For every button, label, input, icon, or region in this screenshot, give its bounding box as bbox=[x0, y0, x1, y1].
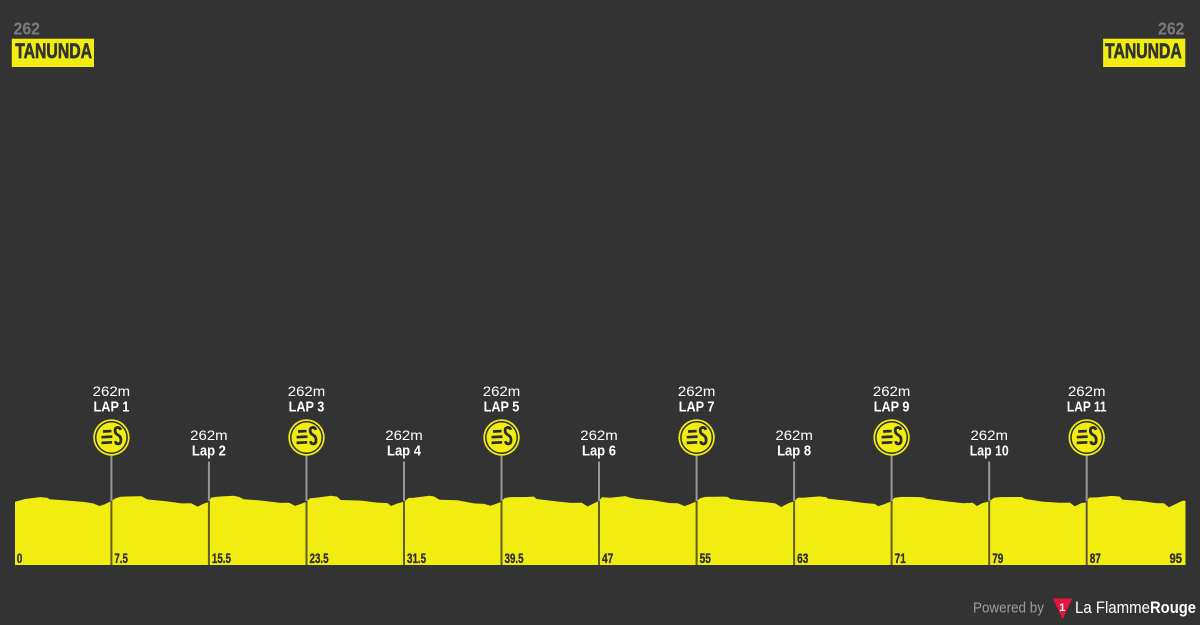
svg-text:262m: 262m bbox=[190, 428, 227, 443]
svg-text:31.5: 31.5 bbox=[407, 550, 426, 566]
svg-text:262m: 262m bbox=[483, 385, 520, 400]
svg-text:79: 79 bbox=[992, 550, 1003, 566]
svg-text:LAP 3: LAP 3 bbox=[289, 399, 325, 415]
svg-text:LAP 5: LAP 5 bbox=[484, 399, 520, 415]
svg-text:55: 55 bbox=[700, 550, 711, 566]
svg-text:262m: 262m bbox=[1068, 385, 1105, 400]
svg-text:262: 262 bbox=[1158, 19, 1184, 39]
svg-text:Lap 10: Lap 10 bbox=[970, 443, 1009, 459]
svg-text:7.5: 7.5 bbox=[114, 550, 128, 566]
svg-text:262m: 262m bbox=[678, 385, 715, 400]
svg-text:Lap 2: Lap 2 bbox=[192, 443, 226, 459]
svg-text:71: 71 bbox=[895, 550, 906, 566]
svg-text:23.5: 23.5 bbox=[310, 550, 329, 566]
svg-text:47: 47 bbox=[602, 550, 613, 566]
svg-text:Powered by: Powered by bbox=[973, 599, 1045, 616]
svg-text:Lap 8: Lap 8 bbox=[777, 443, 811, 459]
svg-text:262: 262 bbox=[14, 19, 40, 39]
svg-text:Rouge: Rouge bbox=[1150, 599, 1196, 617]
svg-text:Lap 6: Lap 6 bbox=[582, 443, 616, 459]
svg-text:TANUNDA: TANUNDA bbox=[1105, 38, 1182, 62]
svg-text:LAP 9: LAP 9 bbox=[874, 399, 910, 415]
svg-text:262m: 262m bbox=[775, 428, 812, 443]
svg-text:LAP 1: LAP 1 bbox=[94, 399, 130, 415]
svg-text:262m: 262m bbox=[970, 428, 1007, 443]
svg-text:39.5: 39.5 bbox=[505, 550, 524, 566]
svg-text:La Flamme: La Flamme bbox=[1075, 599, 1150, 617]
svg-text:262m: 262m bbox=[385, 428, 422, 443]
svg-text:63: 63 bbox=[797, 550, 808, 566]
svg-text:95: 95 bbox=[1169, 551, 1182, 566]
svg-text:262m: 262m bbox=[873, 385, 910, 400]
svg-text:1: 1 bbox=[1059, 602, 1065, 614]
svg-text:87: 87 bbox=[1090, 550, 1101, 566]
svg-text:262m: 262m bbox=[580, 428, 617, 443]
svg-text:0: 0 bbox=[17, 550, 23, 566]
svg-text:Lap 4: Lap 4 bbox=[387, 443, 421, 459]
svg-text:LAP 7: LAP 7 bbox=[679, 399, 715, 415]
svg-text:LAP 11: LAP 11 bbox=[1067, 398, 1107, 414]
svg-text:15.5: 15.5 bbox=[212, 550, 231, 566]
svg-text:262m: 262m bbox=[93, 385, 130, 400]
svg-text:TANUNDA: TANUNDA bbox=[15, 38, 92, 62]
svg-text:262m: 262m bbox=[288, 385, 325, 400]
